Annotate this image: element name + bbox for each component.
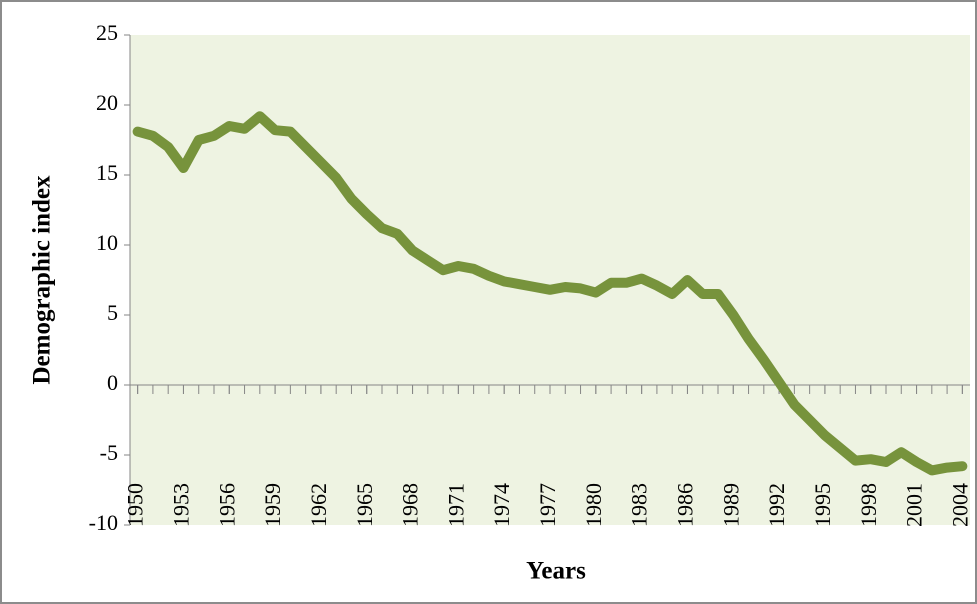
- x-tick-label: 1953: [169, 483, 194, 527]
- y-tick-label: -5: [100, 440, 118, 465]
- x-tick-label: 1965: [352, 483, 377, 527]
- y-tick-label: 15: [96, 160, 118, 185]
- y-tick-label: 0: [107, 370, 118, 395]
- data-line: [132, 111, 968, 476]
- x-tick-label: 1971: [443, 483, 468, 527]
- y-tick-label: -10: [89, 510, 118, 535]
- x-tick-label: 1992: [764, 483, 789, 527]
- y-tick-label: 10: [96, 230, 118, 255]
- x-tick-label: 1983: [627, 483, 652, 527]
- y-tick-label: 20: [96, 90, 118, 115]
- x-tick-label: 2001: [902, 483, 927, 527]
- x-tick-label: 1989: [718, 483, 743, 527]
- x-tick-label: 1980: [581, 483, 606, 527]
- x-tick-label: 1977: [535, 483, 560, 527]
- x-axis-label: Years: [526, 558, 586, 585]
- x-tick-label: 1974: [489, 483, 514, 527]
- x-tick-label: 1995: [810, 483, 835, 527]
- y-axis-label: Demographic index: [29, 175, 56, 385]
- x-tick-label: 1956: [214, 483, 239, 527]
- x-tick-label: 1962: [306, 483, 331, 527]
- x-tick-label: 1959: [260, 483, 285, 527]
- x-tick-label: 1998: [856, 483, 881, 527]
- x-tick-label: 1986: [673, 483, 698, 527]
- y-tick-label: 5: [107, 300, 118, 325]
- x-tick-label: 1950: [123, 483, 148, 527]
- y-tick-label: 25: [96, 20, 118, 45]
- x-tick-label: 1968: [398, 483, 423, 527]
- x-tick-label: 2004: [947, 483, 972, 527]
